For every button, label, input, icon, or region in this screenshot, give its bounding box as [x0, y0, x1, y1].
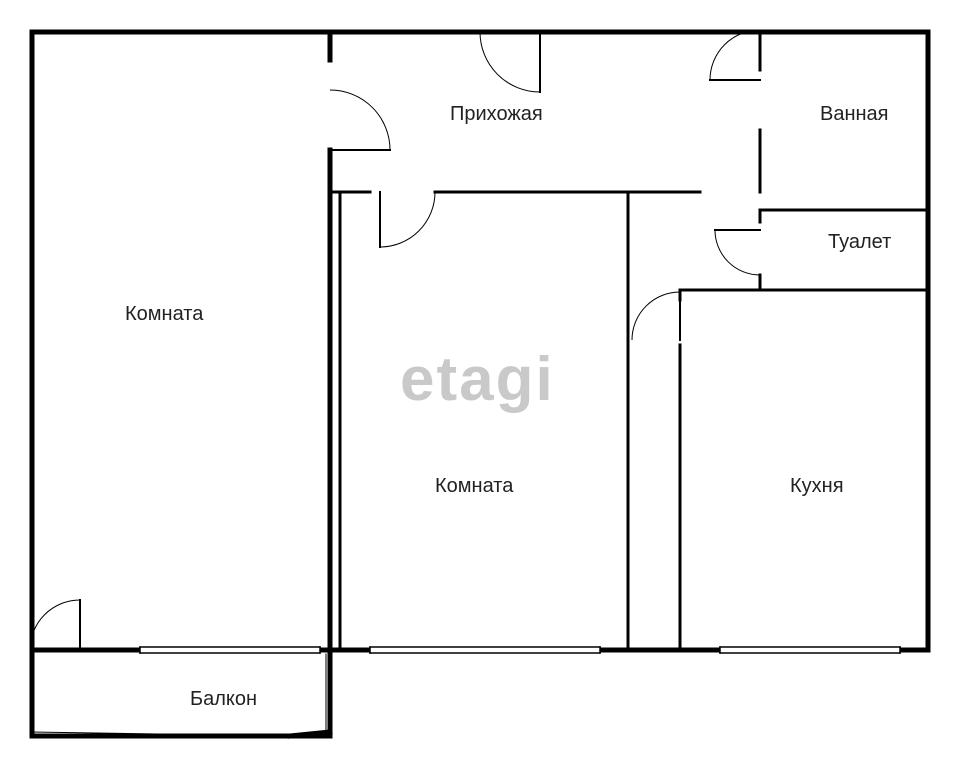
watermark-text: etagi: [400, 345, 555, 414]
windows: [140, 647, 900, 653]
left-room-door-arc: [330, 90, 390, 150]
floor-plan: etagi Комната Прихожая Ванная Туалет Ком…: [0, 0, 960, 768]
label-room-mid: Комната: [435, 475, 514, 497]
label-kitchen: Кухня: [790, 475, 844, 497]
bath-door-arc: [710, 30, 760, 80]
balcony-door-arc: [30, 600, 80, 650]
label-hallway: Прихожая: [450, 103, 543, 125]
kitchen-door-arc: [632, 292, 680, 340]
label-bathroom: Ванная: [820, 103, 889, 125]
entry-door-arc: [480, 32, 540, 92]
doors: [30, 30, 760, 650]
mid-room-door-arc: [380, 192, 435, 247]
label-room-left: Комната: [125, 303, 204, 325]
toilet-door-arc: [715, 230, 760, 275]
label-toilet: Туалет: [828, 231, 891, 253]
label-balcony: Балкон: [190, 688, 257, 710]
